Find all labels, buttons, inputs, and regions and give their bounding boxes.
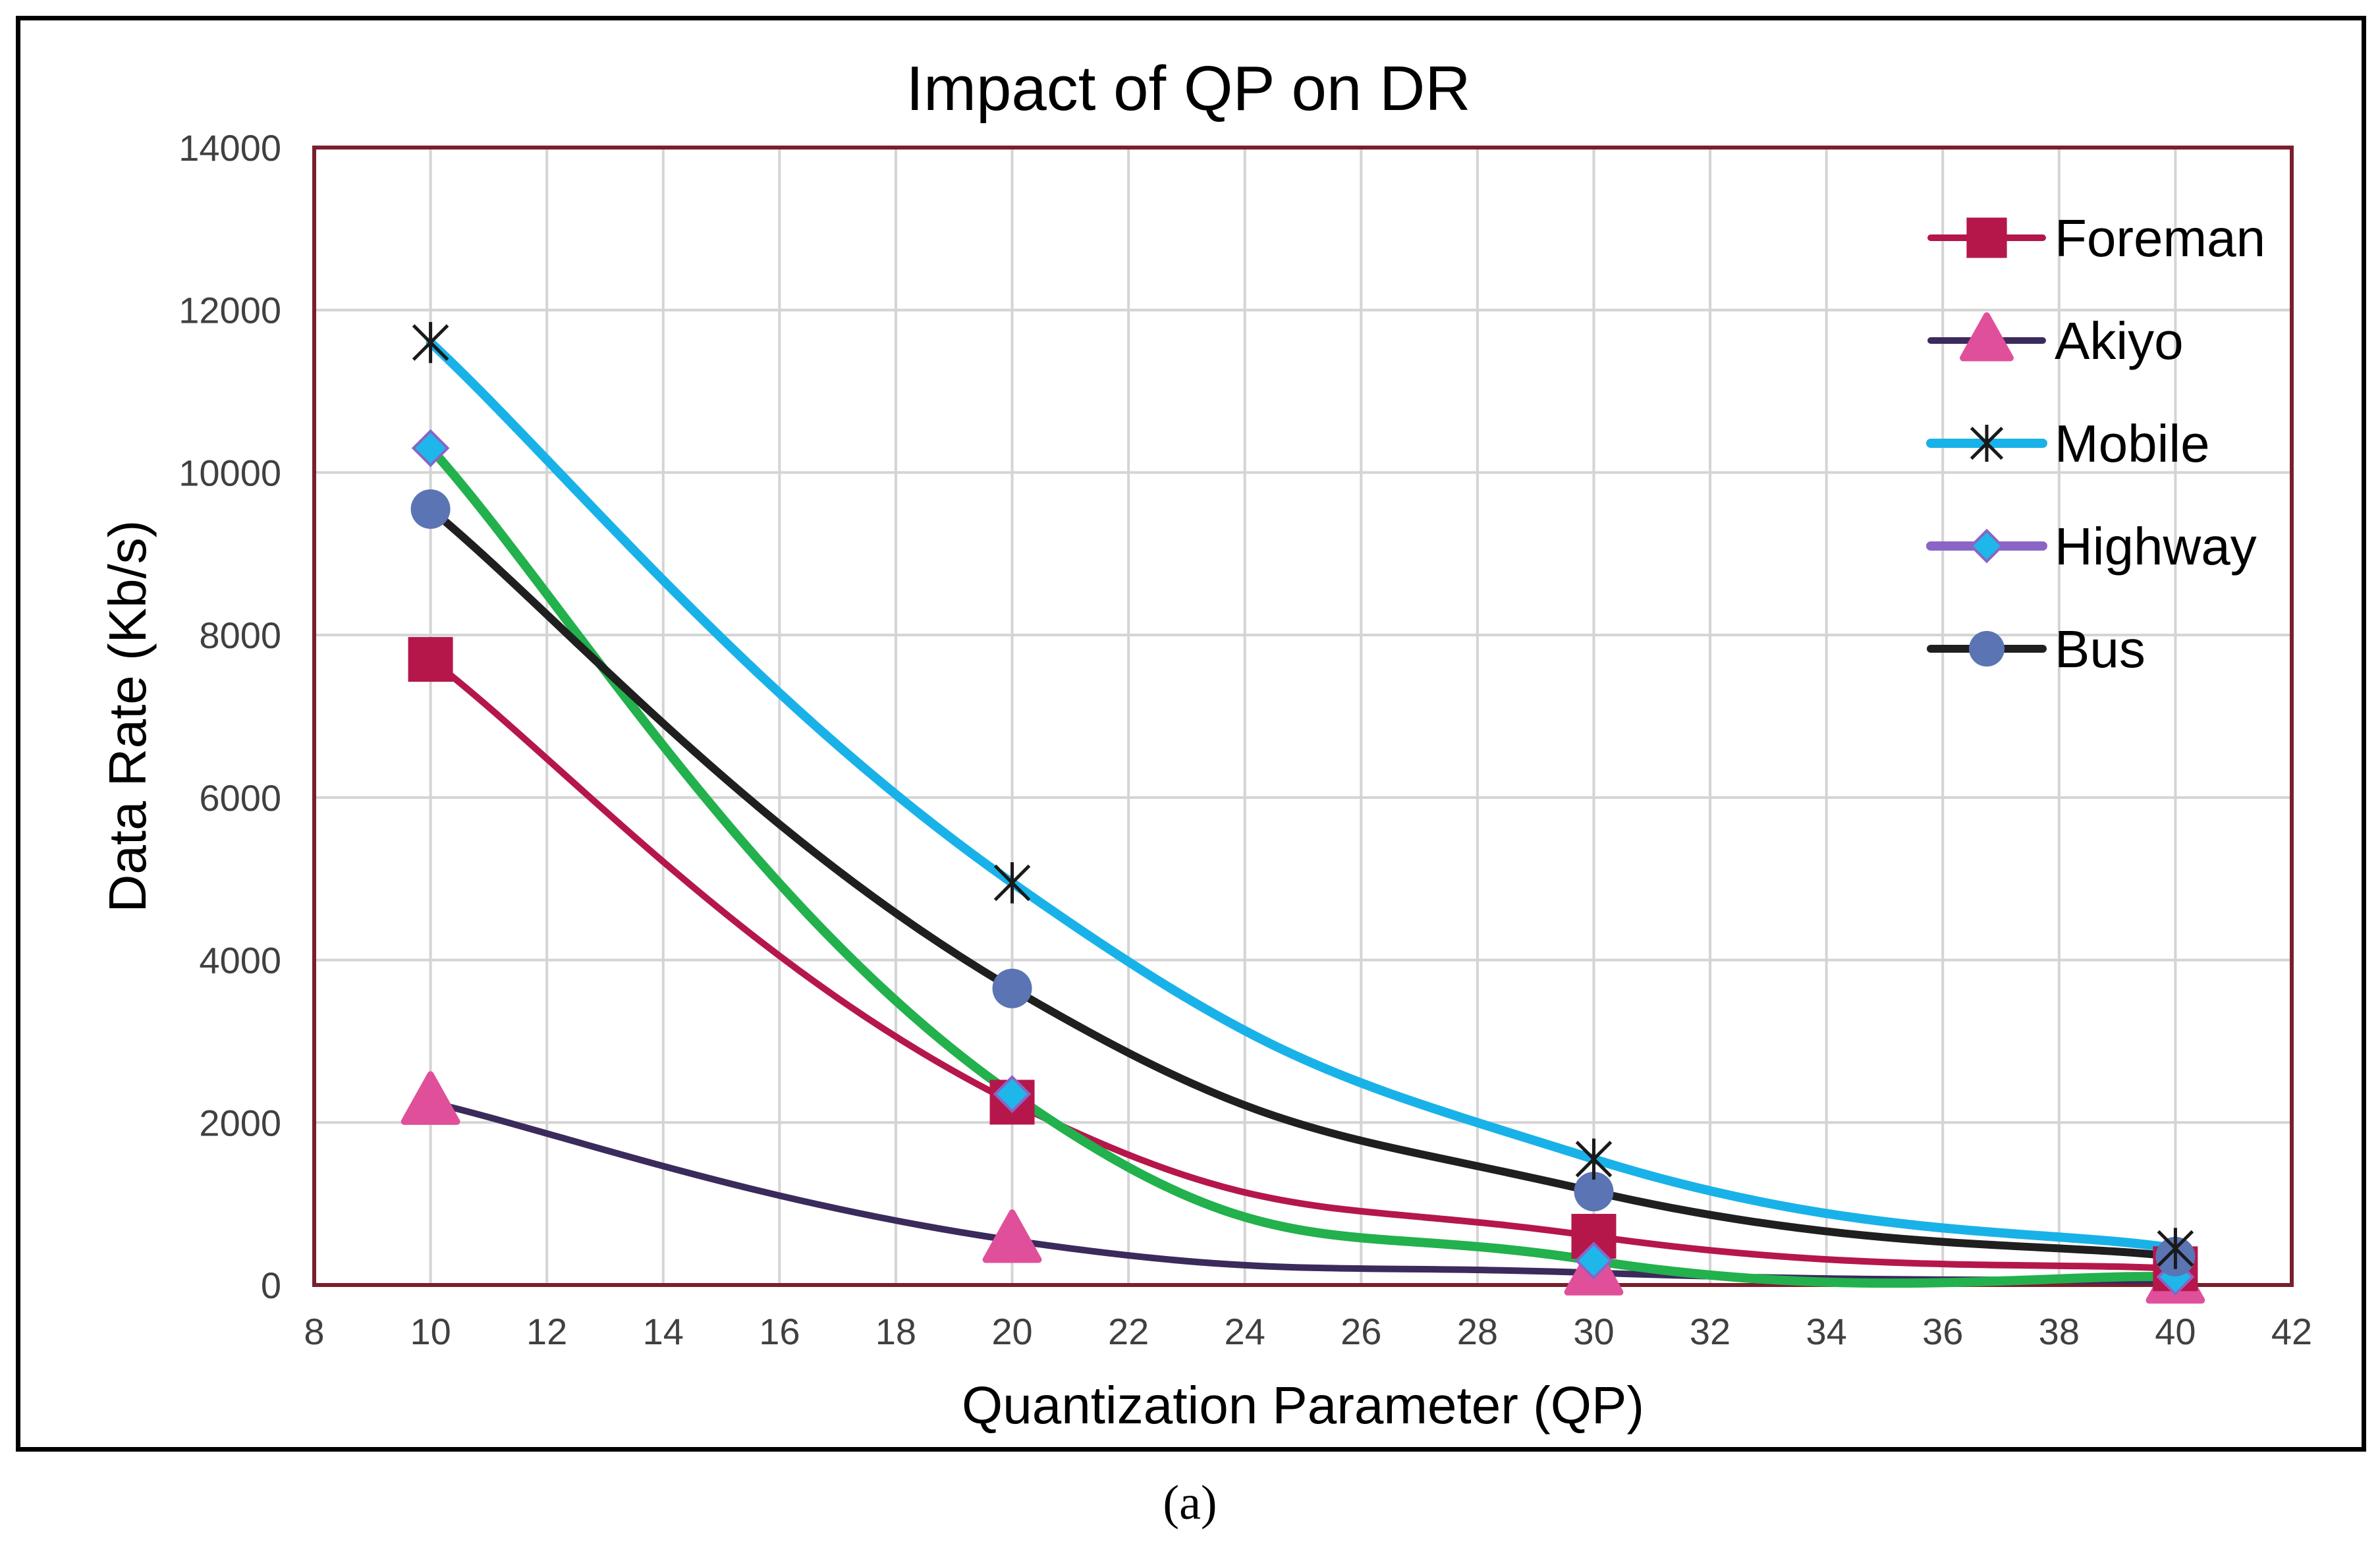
chart-svg: Impact of QP on DR 0 2000 4000 6000 8000 1000… — [20, 20, 2362, 1447]
legend-marker-bus — [1969, 631, 2005, 667]
data-point-highway — [1574, 1242, 1613, 1280]
data-point-akiyo — [401, 1071, 460, 1125]
x-tick-label: 20 — [991, 1311, 1032, 1352]
x-tick-label: 8 — [304, 1311, 324, 1352]
chart-background — [20, 20, 2362, 1447]
series-line-highway — [426, 443, 2180, 1288]
x-tick-label: 14 — [643, 1311, 684, 1352]
data-point-highway — [411, 429, 450, 468]
y-axis-label: Data Rate (Kb/s) — [98, 520, 157, 913]
data-point-bus — [1574, 1172, 1614, 1212]
data-point-mobile — [1575, 1138, 1613, 1180]
series-markers — [401, 321, 2205, 1304]
legend-marker-mobile — [1970, 424, 2004, 462]
legend-marker-highway — [1969, 528, 2005, 564]
y-tick-label: 8000 — [199, 615, 281, 656]
legend-label-mobile: Mobile — [2055, 414, 2210, 473]
y-tick-label: 14000 — [179, 127, 281, 169]
data-point-mobile — [412, 321, 449, 364]
x-tick-label: 28 — [1457, 1311, 1498, 1352]
series-lines — [426, 338, 2180, 1288]
legend: Foreman Akiyo Mobile Highway Bus — [1926, 209, 2265, 678]
legend-label-bus: Bus — [2055, 620, 2145, 678]
x-tick-label: 36 — [1922, 1311, 1963, 1352]
x-tick-label: 34 — [1806, 1311, 1846, 1352]
legend-label-foreman: Foreman — [2055, 209, 2265, 267]
figure-caption: (a) — [1163, 1476, 1217, 1530]
data-point-mobile — [2157, 1228, 2194, 1269]
legend-marker-foreman — [1966, 217, 2007, 258]
data-point-highway — [993, 1075, 1032, 1113]
plot-area-border — [312, 146, 2294, 1287]
legend-marker-akiyo — [1960, 312, 2014, 362]
data-point-bus — [992, 968, 1032, 1008]
x-tick-label: 40 — [2155, 1311, 2196, 1352]
x-tick-label: 42 — [2271, 1311, 2312, 1352]
legend-label-highway: Highway — [2055, 517, 2257, 576]
x-tick-label: 24 — [1225, 1311, 1265, 1352]
x-axis-label: Quantization Parameter (QP) — [962, 1376, 1644, 1435]
x-tick-label: 16 — [759, 1311, 800, 1352]
y-axis-ticks: 0 2000 4000 6000 8000 10000 12000 14000 — [179, 127, 281, 1306]
data-point-akiyo — [982, 1209, 1042, 1263]
x-tick-label: 32 — [1690, 1311, 1730, 1352]
data-point-mobile — [993, 862, 1031, 904]
x-tick-label: 22 — [1108, 1311, 1149, 1352]
series-line-mobile — [426, 338, 2180, 1253]
series-line-foreman — [427, 656, 2179, 1272]
x-tick-label: 18 — [875, 1311, 916, 1352]
x-tick-label: 30 — [1573, 1311, 1614, 1352]
x-axis-ticks: 8 10 12 14 16 18 20 22 24 26 28 30 32 34 36 38 40 42 — [304, 1311, 2312, 1352]
x-tick-label: 38 — [2039, 1311, 2080, 1352]
x-tick-label: 26 — [1341, 1311, 1381, 1352]
chart-title: Impact of QP on DR — [906, 53, 1470, 124]
chart-frame: Impact of QP on DR 0 2000 4000 6000 8000 1000… — [16, 16, 2366, 1452]
y-tick-label: 4000 — [199, 940, 281, 981]
data-point-foreman — [408, 637, 453, 682]
x-tick-label: 12 — [526, 1311, 567, 1352]
y-tick-label: 10000 — [179, 452, 281, 493]
x-tick-label: 10 — [410, 1311, 451, 1352]
y-tick-label: 12000 — [179, 290, 281, 331]
y-tick-label: 2000 — [199, 1102, 281, 1143]
y-tick-label: 0 — [261, 1265, 281, 1306]
data-point-bus — [410, 489, 451, 529]
y-tick-label: 6000 — [199, 777, 281, 819]
legend-label-akiyo: Akiyo — [2055, 312, 2184, 370]
series-line-bus — [426, 505, 2180, 1261]
